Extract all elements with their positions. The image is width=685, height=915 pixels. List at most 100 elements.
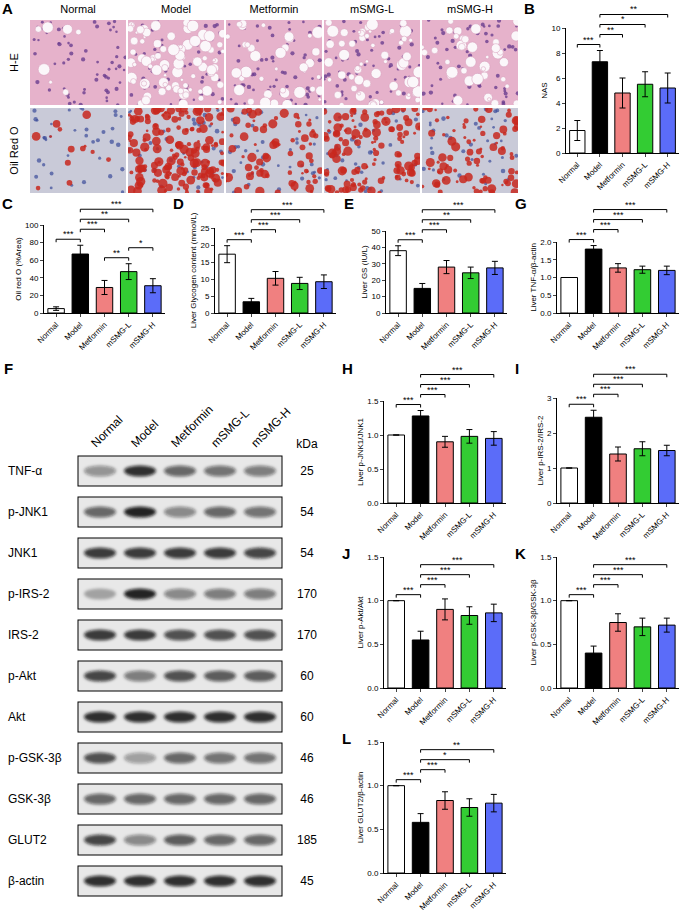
svg-text:46: 46	[300, 792, 314, 806]
svg-text:20: 20	[371, 276, 380, 285]
svg-text:***: ***	[453, 200, 464, 210]
svg-text:2: 2	[547, 429, 552, 438]
svg-text:54: 54	[300, 546, 314, 560]
svg-text:0.5: 0.5	[540, 291, 552, 300]
svg-text:***: ***	[613, 565, 624, 575]
svg-text:***: ***	[600, 575, 611, 585]
svg-text:0.5: 0.5	[367, 825, 379, 834]
svg-text:0.5: 0.5	[367, 640, 379, 649]
svg-text:10: 10	[371, 292, 380, 301]
svg-text:p-IRS-2: p-IRS-2	[8, 587, 50, 601]
svg-text:20: 20	[29, 291, 38, 300]
svg-text:***: ***	[613, 210, 624, 220]
svg-text:Model: Model	[576, 695, 598, 717]
svg-text:Metformin: Metformin	[419, 320, 451, 352]
svg-text:***: ***	[258, 220, 269, 230]
svg-text:10: 10	[551, 24, 560, 33]
svg-text:4: 4	[556, 99, 561, 108]
svg-text:mSMG-H: mSMG-H	[468, 880, 498, 910]
svg-text:Akt: Akt	[8, 710, 26, 724]
svg-text:40: 40	[29, 274, 38, 283]
svg-text:***: ***	[87, 219, 98, 229]
svg-text:1: 1	[547, 464, 552, 473]
svg-text:mSMG-H: mSMG-H	[641, 695, 671, 725]
svg-text:mSMG-L: mSMG-L	[445, 510, 474, 539]
svg-text:**: **	[443, 210, 451, 220]
svg-text:54: 54	[300, 505, 314, 519]
svg-text:Liver p-IRS-2/IRS-2: Liver p-IRS-2/IRS-2	[536, 415, 545, 485]
svg-text:mSMG-L: mSMG-L	[445, 880, 474, 909]
svg-text:60: 60	[29, 256, 38, 265]
svg-text:p-JNK1: p-JNK1	[8, 505, 48, 519]
svg-text:1.5: 1.5	[367, 397, 379, 406]
svg-text:kDa: kDa	[296, 437, 318, 451]
svg-text:Metformin: Metformin	[591, 510, 623, 542]
svg-text:0: 0	[556, 149, 561, 158]
svg-text:***: ***	[427, 575, 438, 585]
svg-text:Normal: Normal	[60, 3, 95, 15]
svg-text:mSMG-L: mSMG-L	[350, 3, 394, 15]
svg-text:1.0: 1.0	[540, 596, 552, 605]
svg-text:15: 15	[200, 258, 209, 267]
svg-text:0: 0	[34, 309, 39, 318]
svg-text:Normal: Normal	[376, 510, 401, 535]
svg-text:3: 3	[547, 394, 552, 403]
svg-text:mSMG-H: mSMG-H	[447, 3, 493, 15]
svg-text:***: ***	[403, 770, 414, 780]
svg-text:0.0: 0.0	[540, 684, 552, 693]
svg-text:0.5: 0.5	[367, 465, 379, 474]
svg-text:2.0: 2.0	[540, 238, 552, 247]
svg-text:Model: Model	[576, 510, 598, 532]
svg-text:Liver p-GSK-3β/GSK-3β: Liver p-GSK-3β/GSK-3β	[529, 579, 538, 666]
svg-text:***: ***	[600, 220, 611, 230]
svg-text:20: 20	[200, 241, 209, 250]
svg-text:***: ***	[613, 374, 624, 384]
svg-text:170: 170	[297, 628, 317, 642]
svg-text:Metformin: Metformin	[418, 695, 450, 727]
svg-text:GLUT2: GLUT2	[8, 833, 47, 847]
svg-text:0: 0	[205, 309, 210, 318]
svg-text:46: 46	[300, 751, 314, 765]
svg-text:GSK-3β: GSK-3β	[8, 792, 51, 806]
svg-text:8: 8	[556, 49, 561, 58]
svg-text:***: ***	[270, 210, 281, 220]
svg-text:β-actin: β-actin	[8, 874, 44, 888]
svg-text:mSMG-H: mSMG-H	[642, 160, 672, 190]
svg-text:Normal: Normal	[376, 880, 401, 905]
svg-text:Metformin: Metformin	[418, 510, 450, 542]
svg-text:***: ***	[600, 384, 611, 394]
svg-text:mSMG-L: mSMG-L	[618, 510, 647, 539]
svg-text:170: 170	[297, 587, 317, 601]
svg-text:Model: Model	[403, 510, 425, 532]
svg-text:mSMG-H: mSMG-H	[641, 320, 671, 350]
svg-text:0.5: 0.5	[540, 640, 552, 649]
svg-text:0.0: 0.0	[367, 869, 379, 878]
svg-text:H-E: H-E	[8, 53, 20, 72]
svg-text:***: ***	[576, 394, 587, 404]
svg-text:50: 50	[371, 227, 380, 236]
svg-text:5: 5	[205, 292, 210, 301]
svg-text:Metformin: Metformin	[248, 320, 280, 352]
svg-text:1.0: 1.0	[367, 781, 379, 790]
svg-text:***: ***	[440, 375, 451, 385]
svg-text:185: 185	[297, 833, 317, 847]
svg-text:30: 30	[371, 260, 380, 269]
svg-text:***: ***	[234, 230, 245, 240]
svg-text:Model: Model	[576, 320, 598, 342]
svg-text:Normal: Normal	[549, 510, 574, 535]
svg-text:Oil red O (%Area): Oil red O (%Area)	[14, 237, 23, 301]
svg-text:Liver Glycogen content (mmol/L: Liver Glycogen content (mmol/L)	[189, 212, 198, 328]
svg-text:Metformin: Metformin	[591, 320, 623, 352]
svg-text:60: 60	[300, 710, 314, 724]
svg-text:***: ***	[576, 585, 587, 595]
svg-text:2: 2	[556, 124, 561, 133]
svg-text:mSMG-H: mSMG-H	[468, 695, 498, 725]
svg-text:mSMG-L: mSMG-L	[445, 695, 474, 724]
svg-text:mSMG-L: mSMG-L	[446, 320, 475, 349]
svg-text:*: *	[139, 238, 143, 248]
svg-text:Normal: Normal	[88, 413, 125, 450]
svg-text:40: 40	[371, 243, 380, 252]
svg-text:0: 0	[547, 499, 552, 508]
svg-text:mSMG-H: mSMG-H	[127, 320, 157, 350]
svg-text:Model: Model	[403, 880, 425, 902]
